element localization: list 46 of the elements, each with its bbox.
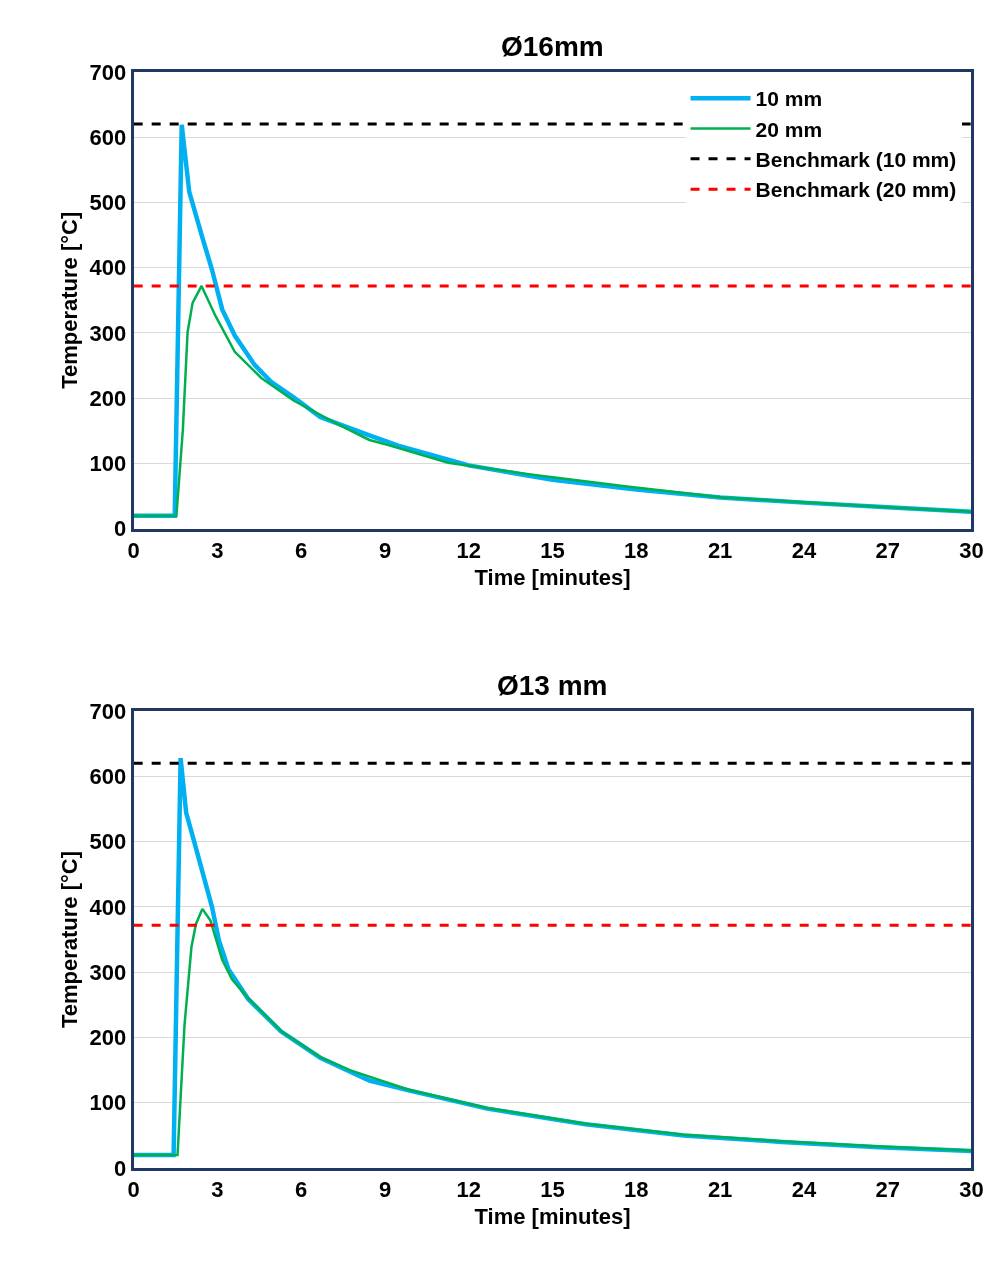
chart-title: Ø13 mm (497, 670, 608, 701)
x-tick-label: 27 (875, 1177, 900, 1203)
x-tick-label: 30 (959, 1177, 984, 1203)
x-tick-label: 9 (378, 1177, 392, 1203)
y-tick-label: 200 (89, 385, 127, 411)
y-tick-label: 100 (89, 451, 127, 477)
y-tick-label: 600 (89, 124, 127, 150)
x-tick-label: 27 (875, 538, 900, 564)
x-axis-title: Time [minutes] (474, 565, 631, 591)
y-tick-label: 100 (89, 1090, 127, 1116)
x-tick-label: 24 (791, 1177, 817, 1203)
x-tick-label: 30 (959, 538, 984, 564)
y-tick-label: 400 (89, 894, 127, 920)
y-tick-label: 0 (114, 516, 127, 542)
x-tick-label: 18 (624, 1177, 649, 1203)
y-tick-label: 600 (89, 764, 127, 790)
legend-label: 20 mm (755, 117, 823, 141)
x-tick-label: 12 (456, 1177, 482, 1203)
legend-label: 10 mm (755, 87, 823, 111)
y-tick-label: 700 (89, 59, 127, 85)
y-tick-label: 300 (89, 320, 127, 346)
x-tick-label: 15 (540, 1177, 565, 1203)
y-tick-label: 200 (89, 1025, 127, 1051)
legend-label: Benchmark (10 mm) (755, 148, 957, 172)
x-tick-label: 24 (791, 538, 817, 564)
y-axis-title: Temperature [°C] (57, 851, 83, 1029)
y-tick-label: 400 (89, 255, 127, 281)
x-tick-label: 21 (707, 1177, 733, 1203)
y-axis-title: Temperature [°C] (57, 211, 83, 389)
y-tick-label: 0 (114, 1155, 127, 1181)
x-tick-label: 12 (456, 538, 482, 564)
x-tick-label: 6 (295, 538, 308, 564)
y-tick-label: 500 (89, 190, 127, 216)
x-tick-label: 18 (624, 538, 649, 564)
legend-label: Benchmark (20 mm) (755, 178, 957, 202)
x-tick-label: 3 (211, 538, 224, 564)
y-tick-label: 300 (89, 959, 127, 985)
x-tick-label: 6 (295, 1177, 308, 1203)
chart-title: Ø16mm (501, 31, 604, 62)
x-tick-label: 9 (378, 538, 392, 564)
x-tick-label: 3 (211, 1177, 224, 1203)
x-axis-title: Time [minutes] (474, 1204, 631, 1230)
y-tick-label: 500 (89, 829, 127, 855)
x-tick-label: 15 (540, 538, 565, 564)
x-tick-label: 21 (707, 538, 733, 564)
y-tick-label: 700 (89, 698, 127, 724)
